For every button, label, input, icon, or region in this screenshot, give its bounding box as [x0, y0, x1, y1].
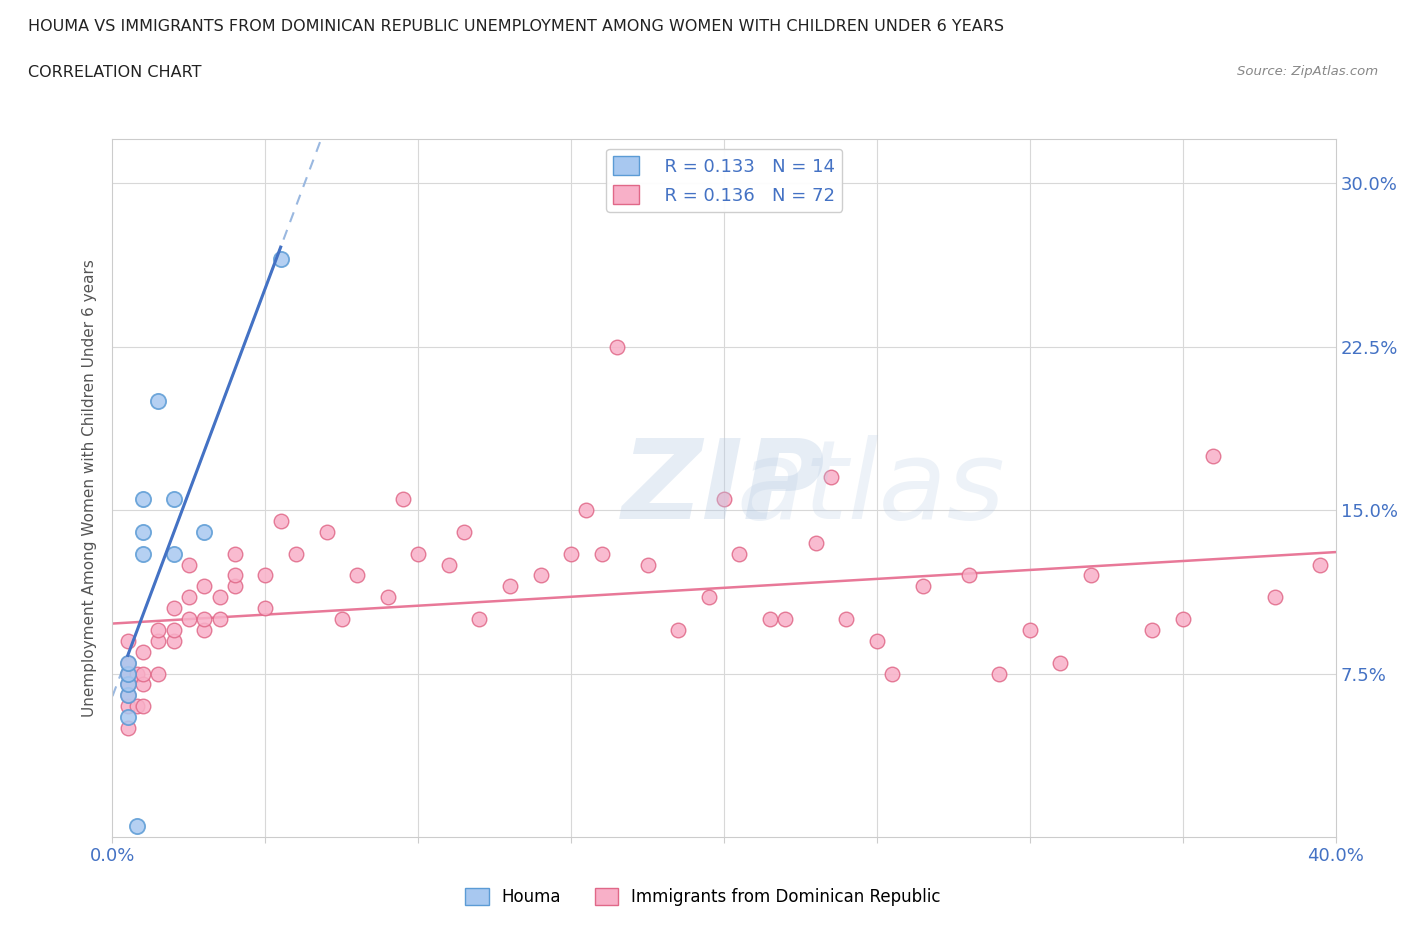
Point: [315, 525, 337, 539]
Point: [224, 546, 246, 561]
Point: [270, 252, 292, 267]
Point: [408, 546, 430, 561]
Point: [177, 612, 200, 627]
Point: [1018, 622, 1040, 637]
Point: [117, 666, 139, 681]
Point: [957, 568, 980, 583]
Point: [911, 578, 934, 593]
Point: [148, 622, 170, 637]
Text: ZIP: ZIP: [623, 434, 825, 542]
Point: [148, 393, 170, 408]
Point: [177, 557, 200, 572]
Point: [330, 612, 353, 627]
Point: [132, 492, 155, 507]
Point: [866, 633, 889, 648]
Point: [117, 721, 139, 736]
Legend:   R = 0.133   N = 14,   R = 0.136   N = 72: R = 0.133 N = 14, R = 0.136 N = 72: [606, 149, 842, 212]
Point: [575, 502, 598, 517]
Point: [284, 546, 308, 561]
Point: [117, 688, 139, 703]
Point: [468, 612, 491, 627]
Point: [132, 644, 155, 659]
Point: [163, 546, 186, 561]
Point: [697, 590, 720, 604]
Point: [377, 590, 399, 604]
Point: [1080, 568, 1102, 583]
Point: [132, 546, 155, 561]
Point: [666, 622, 689, 637]
Point: [117, 656, 139, 671]
Text: Source: ZipAtlas.com: Source: ZipAtlas.com: [1237, 65, 1378, 78]
Point: [499, 578, 522, 593]
Point: [224, 578, 246, 593]
Point: [117, 633, 139, 648]
Point: [591, 546, 613, 561]
Point: [132, 677, 155, 692]
Point: [1142, 622, 1164, 637]
Point: [117, 698, 139, 713]
Point: [728, 546, 751, 561]
Point: [1264, 590, 1286, 604]
Point: [163, 492, 186, 507]
Point: [1309, 557, 1331, 572]
Point: [193, 622, 215, 637]
Point: [254, 568, 277, 583]
Point: [637, 557, 659, 572]
Point: [759, 612, 782, 627]
Point: [132, 698, 155, 713]
Point: [163, 601, 186, 616]
Point: [132, 666, 155, 681]
Point: [193, 525, 215, 539]
Point: [132, 525, 155, 539]
Point: [560, 546, 582, 561]
Point: [193, 612, 215, 627]
Point: [453, 525, 475, 539]
Point: [835, 612, 858, 627]
Point: [163, 633, 186, 648]
Point: [125, 818, 148, 833]
Point: [117, 710, 139, 724]
Point: [1049, 656, 1071, 671]
Point: [1202, 448, 1225, 463]
Point: [117, 688, 139, 703]
Point: [193, 578, 215, 593]
Point: [148, 633, 170, 648]
Point: [117, 677, 139, 692]
Point: [988, 666, 1011, 681]
Y-axis label: Unemployment Among Women with Children Under 6 years: Unemployment Among Women with Children U…: [82, 259, 97, 717]
Point: [208, 590, 231, 604]
Point: [713, 492, 735, 507]
Point: [117, 666, 139, 681]
Point: [224, 568, 246, 583]
Point: [775, 612, 797, 627]
Legend: Houma, Immigrants from Dominican Republic: Houma, Immigrants from Dominican Republi…: [458, 881, 948, 912]
Point: [606, 339, 628, 354]
Point: [820, 470, 842, 485]
Point: [125, 698, 148, 713]
Point: [882, 666, 904, 681]
Point: [163, 622, 186, 637]
Text: CORRELATION CHART: CORRELATION CHART: [28, 65, 201, 80]
Point: [346, 568, 368, 583]
Point: [125, 666, 148, 681]
Point: [804, 536, 827, 551]
Text: HOUMA VS IMMIGRANTS FROM DOMINICAN REPUBLIC UNEMPLOYMENT AMONG WOMEN WITH CHILDR: HOUMA VS IMMIGRANTS FROM DOMINICAN REPUB…: [28, 19, 1004, 33]
Point: [177, 590, 200, 604]
Point: [254, 601, 277, 616]
Point: [148, 666, 170, 681]
Text: atlas: atlas: [737, 434, 1005, 542]
Point: [208, 612, 231, 627]
Point: [1171, 612, 1194, 627]
Point: [117, 677, 139, 692]
Point: [437, 557, 460, 572]
Point: [117, 656, 139, 671]
Point: [530, 568, 553, 583]
Point: [270, 513, 292, 528]
Point: [392, 492, 415, 507]
